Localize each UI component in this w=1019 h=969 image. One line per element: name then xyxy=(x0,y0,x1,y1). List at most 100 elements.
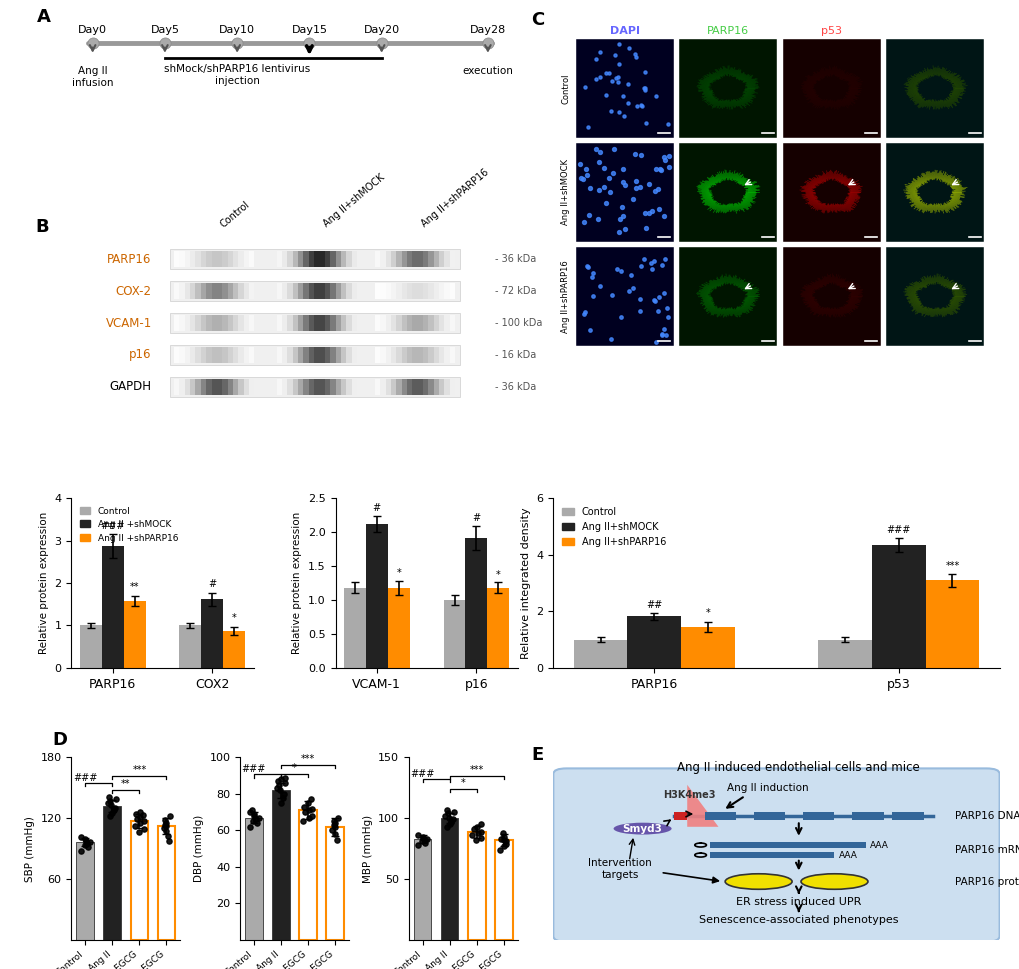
Text: Ang II+shPARP16: Ang II+shPARP16 xyxy=(560,260,570,332)
Point xyxy=(643,261,659,276)
Point xyxy=(653,327,669,342)
Point xyxy=(626,47,642,62)
Bar xyxy=(314,379,319,395)
Point xyxy=(101,789,117,804)
Text: ***: *** xyxy=(132,765,147,775)
Text: Day20: Day20 xyxy=(363,24,399,35)
Bar xyxy=(249,347,254,363)
Bar xyxy=(174,347,179,363)
Text: DAPI: DAPI xyxy=(609,26,639,36)
Bar xyxy=(309,315,314,331)
Bar xyxy=(190,379,196,395)
Bar xyxy=(412,283,418,299)
Point xyxy=(619,95,635,110)
Bar xyxy=(184,379,190,395)
Bar xyxy=(401,315,407,331)
Bar xyxy=(375,315,380,331)
Point xyxy=(473,824,489,839)
Text: **: ** xyxy=(121,779,130,789)
Text: ***: *** xyxy=(945,561,959,571)
Bar xyxy=(287,283,292,299)
Bar xyxy=(407,283,412,299)
Point xyxy=(497,836,514,852)
Point xyxy=(647,334,663,350)
Bar xyxy=(196,251,201,267)
Bar xyxy=(304,347,309,363)
Text: ###: ### xyxy=(410,769,434,779)
Bar xyxy=(418,283,423,299)
Point xyxy=(271,783,287,798)
Bar xyxy=(232,251,238,267)
Point xyxy=(72,843,89,859)
Point xyxy=(325,814,341,829)
Bar xyxy=(211,315,217,331)
Point xyxy=(626,146,642,162)
Text: PARP16 mRNA: PARP16 mRNA xyxy=(954,845,1019,855)
Bar xyxy=(390,379,396,395)
Bar xyxy=(352,315,357,331)
Text: *: * xyxy=(495,570,500,579)
Text: Day5: Day5 xyxy=(150,24,179,35)
Bar xyxy=(428,251,433,267)
Bar xyxy=(238,379,244,395)
Point xyxy=(492,842,508,858)
Point xyxy=(158,819,174,834)
Point xyxy=(603,288,620,303)
Text: *: * xyxy=(396,569,400,578)
Bar xyxy=(439,347,444,363)
Text: Intervention
targets: Intervention targets xyxy=(588,858,651,880)
Point xyxy=(136,822,152,837)
Bar xyxy=(443,600,465,668)
Point xyxy=(245,814,261,829)
Point xyxy=(583,269,599,285)
Point xyxy=(158,824,174,839)
Point xyxy=(304,800,320,816)
Point xyxy=(609,105,626,120)
Bar xyxy=(418,347,423,363)
Bar xyxy=(319,347,325,363)
Point xyxy=(439,805,455,821)
Bar xyxy=(244,251,249,267)
Y-axis label: DBP (mmHg): DBP (mmHg) xyxy=(194,815,204,883)
Point xyxy=(597,87,613,103)
Bar xyxy=(428,379,433,395)
Point xyxy=(633,98,649,113)
Point xyxy=(495,832,512,848)
Bar xyxy=(335,379,340,395)
Point xyxy=(651,161,667,176)
Point xyxy=(102,794,118,809)
Text: Day15: Day15 xyxy=(291,24,327,35)
Bar xyxy=(803,812,834,820)
Bar xyxy=(494,840,513,940)
Bar xyxy=(681,627,735,668)
Bar xyxy=(292,347,298,363)
Point xyxy=(576,306,592,322)
Point xyxy=(297,799,313,815)
Bar xyxy=(232,283,238,299)
Bar xyxy=(304,315,309,331)
Point xyxy=(576,214,592,230)
Bar xyxy=(352,251,357,267)
Bar xyxy=(238,283,244,299)
Text: ***: *** xyxy=(469,765,483,775)
Bar xyxy=(190,283,196,299)
Point xyxy=(469,826,485,841)
Point xyxy=(632,303,648,319)
Bar xyxy=(249,379,254,395)
Point xyxy=(76,830,93,846)
Point xyxy=(596,160,612,175)
Point xyxy=(136,807,152,823)
Point xyxy=(647,162,663,177)
Point xyxy=(607,71,624,86)
Point xyxy=(445,804,462,820)
Point xyxy=(272,796,288,811)
Point xyxy=(100,796,116,811)
Bar xyxy=(335,251,340,267)
Bar xyxy=(575,247,674,346)
Text: Merge: Merge xyxy=(917,26,952,36)
Point xyxy=(647,183,663,199)
Point xyxy=(161,832,177,848)
Bar xyxy=(287,251,292,267)
Bar xyxy=(385,379,390,395)
Bar xyxy=(330,379,335,395)
